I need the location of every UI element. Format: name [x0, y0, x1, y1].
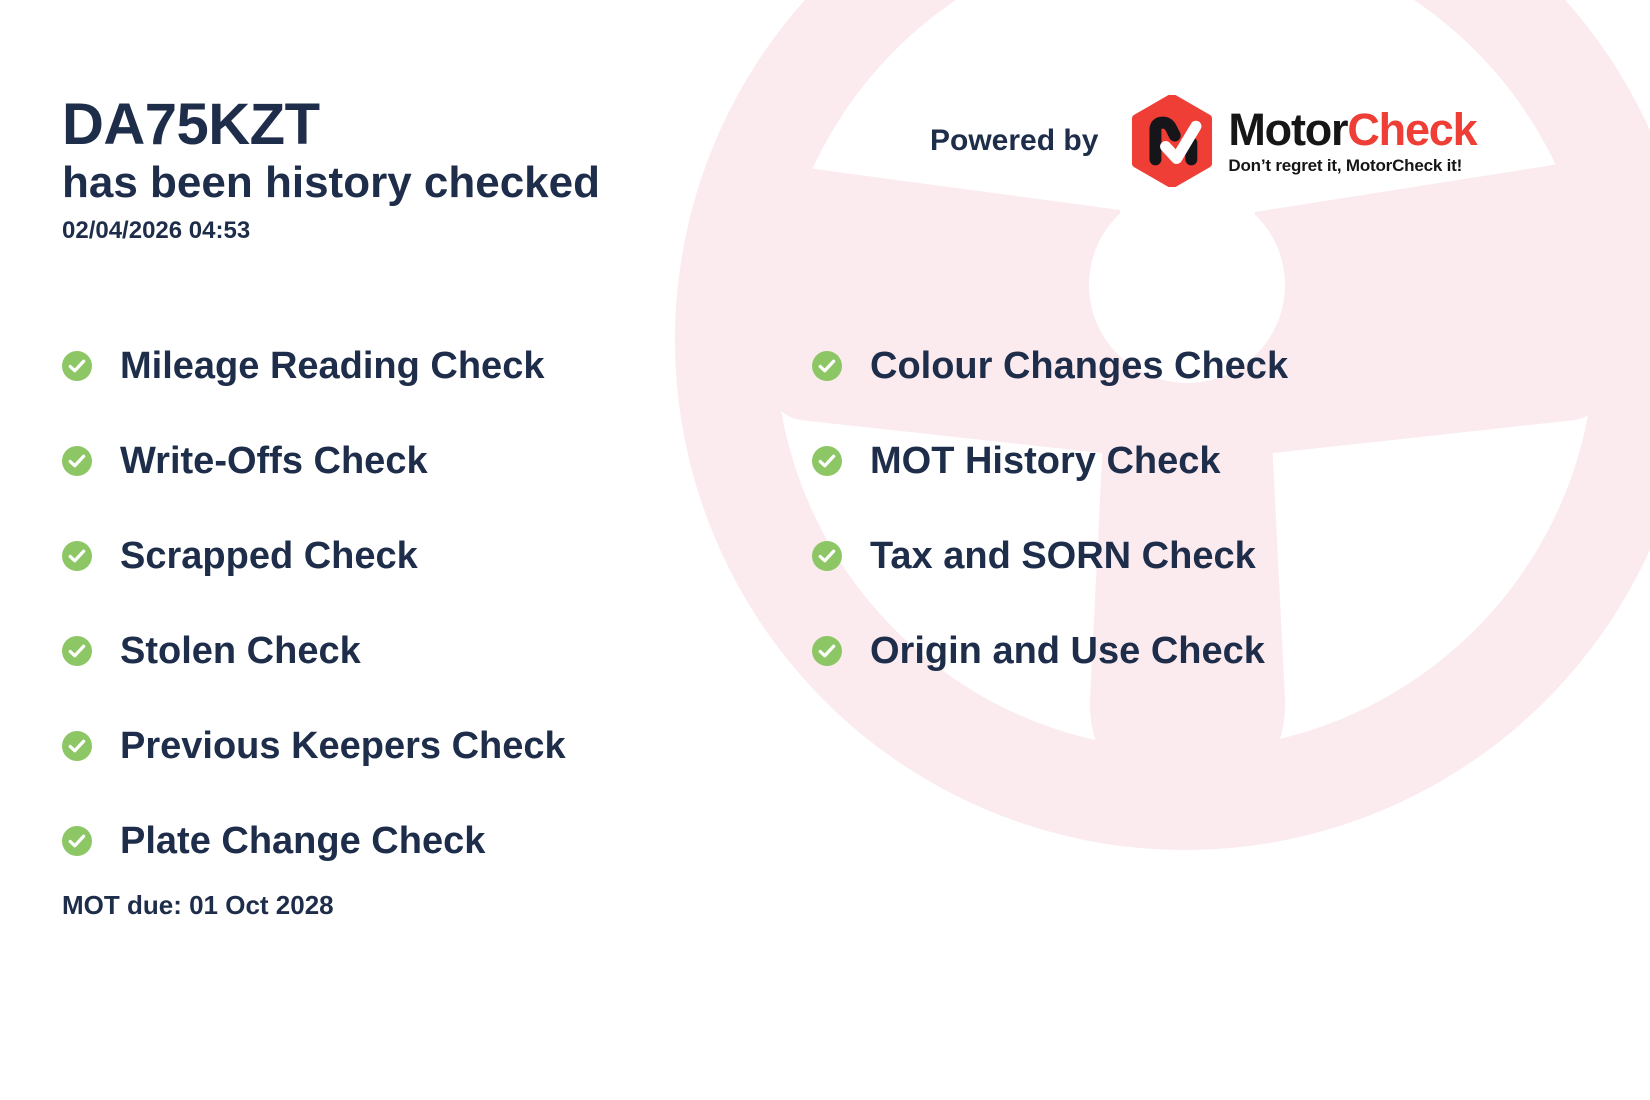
check-label: Scrapped Check: [120, 534, 418, 577]
hexagon-shape: [1132, 95, 1213, 187]
check-circle-icon: [812, 635, 842, 666]
list-item: Tax and SORN Check: [812, 508, 1288, 603]
list-item: Mileage Reading Check: [62, 318, 566, 413]
check-label: Previous Keepers Check: [120, 724, 566, 767]
check-label: Plate Change Check: [120, 819, 486, 862]
checklist-column-right: Colour Changes Check MOT History Check T…: [812, 318, 1288, 698]
check-circle-icon: [62, 730, 92, 761]
wheel-right-spoke: [1255, 160, 1600, 455]
motorcheck-hexagon-icon: [1132, 95, 1213, 187]
motorcheck-wordmark: MotorCheck: [1228, 103, 1477, 155]
check-circle-icon: [62, 825, 92, 856]
motorcheck-wordmark-block: MotorCheck Don’t regret it, MotorCheck i…: [1228, 103, 1477, 176]
card-header: DA75KZT has been history checked 02/04/2…: [62, 95, 600, 245]
powered-by-block: Powered by MotorCheck Don’t regret it, M…: [930, 95, 1478, 187]
check-label: Origin and Use Check: [870, 629, 1265, 672]
check-circle-icon: [812, 350, 842, 381]
list-item: Previous Keepers Check: [62, 698, 566, 793]
wordmark-motor: Motor: [1228, 103, 1348, 155]
check-circle-icon: [62, 635, 92, 666]
check-timestamp: 02/04/2026 04:53: [62, 216, 251, 244]
mot-due-text: MOT due: 01 Oct 2028: [62, 890, 334, 920]
wordmark-check: Check: [1347, 103, 1477, 155]
check-circle-icon: [62, 445, 92, 476]
vehicle-registration-plate: DA75KZT: [62, 92, 320, 157]
check-label: Write-Offs Check: [120, 439, 428, 482]
check-label: Stolen Check: [120, 629, 361, 672]
powered-by-label: Powered by: [930, 124, 1099, 157]
check-circle-icon: [812, 540, 842, 571]
list-item: Stolen Check: [62, 603, 566, 698]
check-circle-icon: [62, 540, 92, 571]
list-item: Write-Offs Check: [62, 413, 566, 508]
list-item: Scrapped Check: [62, 508, 566, 603]
list-item: Colour Changes Check: [812, 318, 1288, 413]
list-item: Plate Change Check: [62, 793, 566, 888]
motorcheck-tagline: Don’t regret it, MotorCheck it!: [1228, 155, 1463, 175]
page-title: has been history checked: [62, 158, 600, 208]
list-item: Origin and Use Check: [812, 603, 1288, 698]
check-circle-icon: [812, 445, 842, 476]
list-item: MOT History Check: [812, 413, 1288, 508]
motorcheck-logo[interactable]: MotorCheck Don’t regret it, MotorCheck i…: [1126, 95, 1478, 187]
check-label: Colour Changes Check: [870, 344, 1289, 387]
check-label: Mileage Reading Check: [120, 344, 545, 387]
check-label: Tax and SORN Check: [870, 534, 1256, 577]
check-label: MOT History Check: [870, 439, 1221, 482]
check-circle-icon: [62, 350, 92, 381]
checklist-column-left: Mileage Reading Check Write-Offs Check S…: [62, 318, 566, 888]
